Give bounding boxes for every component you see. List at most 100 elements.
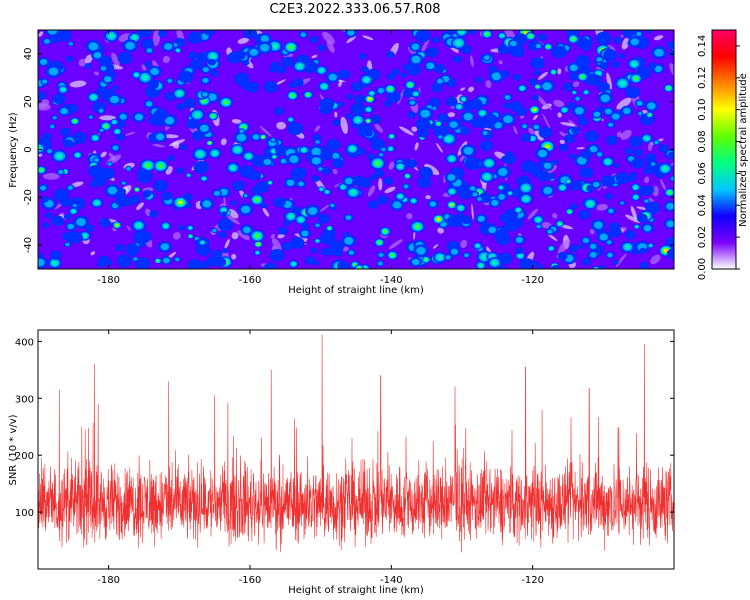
- heatmap-blob: [283, 41, 299, 54]
- heatmap-streak: [237, 230, 250, 241]
- heatmap-blob: [532, 214, 544, 225]
- heatmap-blob: [595, 31, 612, 45]
- heatmap-blob: [258, 33, 272, 45]
- heatmap-blob: [409, 41, 422, 52]
- heatmap-blob: [135, 230, 152, 244]
- heatmap-blob: [641, 223, 654, 234]
- heatmap-blob: [644, 30, 652, 34]
- heatmap-blob: [595, 150, 604, 158]
- heatmap-blob: [419, 166, 433, 179]
- heatmap-streak: [384, 186, 396, 194]
- heatmap-blob: [450, 36, 467, 50]
- heatmap-streak: [78, 58, 87, 67]
- heatmap-blob: [186, 118, 199, 129]
- heatmap-streak: [231, 232, 239, 240]
- heatmap-blob: [594, 55, 604, 64]
- heatmap-blob: [462, 251, 471, 259]
- heatmap-blob: [283, 219, 291, 226]
- heatmap-blob: [386, 145, 395, 153]
- heatmap-blob: [255, 181, 270, 193]
- heatmap-blob: [351, 81, 363, 92]
- heatmap-streak: [557, 68, 562, 75]
- heatmap-blob: [520, 258, 535, 269]
- heatmap-blob: [543, 43, 553, 51]
- heatmap-blob: [52, 93, 66, 105]
- heatmap-blob: [290, 167, 306, 180]
- heatmap-streak: [271, 237, 282, 252]
- heatmap-blob: [264, 81, 273, 89]
- heatmap-blob: [461, 216, 472, 225]
- heatmap-blob: [269, 249, 285, 262]
- heatmap-blob: [460, 127, 470, 135]
- heatmap-streak: [536, 94, 547, 107]
- heatmap-blob: [631, 193, 641, 201]
- heatmap-blob: [539, 79, 555, 93]
- heatmap-blob: [618, 53, 626, 59]
- heatmap-blob: [555, 220, 565, 228]
- heatmap-blob: [85, 224, 95, 232]
- heatmap-blob: [601, 156, 615, 168]
- heatmap-blob: [377, 251, 385, 259]
- heatmap-blob: [630, 183, 641, 192]
- heatmap-blob: [312, 134, 322, 142]
- heatmap-blob: [437, 113, 449, 124]
- heatmap-blob: [65, 55, 74, 63]
- heatmap-x-tick-label: -140: [380, 275, 403, 286]
- heatmap-blob: [158, 241, 172, 253]
- heatmap-blob: [394, 161, 407, 172]
- heatmap-blob: [408, 99, 417, 107]
- colorbar-tick-label: 0.06: [697, 162, 708, 184]
- heatmap-blob: [663, 218, 674, 230]
- snr-y-tick-label: 100: [15, 508, 34, 519]
- heatmap-blob: [532, 94, 539, 101]
- heatmap-blob: [611, 61, 620, 69]
- heatmap-blob: [63, 241, 72, 248]
- heatmap-blob: [647, 242, 654, 249]
- heatmap-blob: [652, 139, 661, 146]
- heatmap-streak: [411, 126, 418, 132]
- heatmap-blob: [402, 88, 415, 98]
- heatmap-streak: [576, 147, 585, 150]
- heatmap-blob: [115, 244, 125, 252]
- heatmap-streak: [653, 35, 664, 41]
- heatmap-blob: [582, 89, 590, 96]
- heatmap-blob: [104, 184, 121, 197]
- heatmap-blob: [120, 180, 127, 186]
- heatmap-blob: [644, 100, 659, 112]
- heatmap-blob: [214, 257, 227, 267]
- heatmap-blob: [557, 251, 568, 261]
- heatmap-blob: [38, 165, 47, 175]
- heatmap-blob: [144, 46, 154, 55]
- heatmap-blob: [588, 242, 599, 251]
- heatmap-blob: [629, 136, 643, 148]
- heatmap-blob: [84, 63, 92, 69]
- heatmap-streak: [237, 37, 249, 44]
- heatmap-blob: [217, 218, 233, 232]
- heatmap-blob: [488, 65, 497, 73]
- heatmap-blob: [242, 151, 255, 162]
- heatmap-streak: [342, 246, 349, 252]
- heatmap-blob: [577, 72, 589, 82]
- heatmap-blob: [494, 230, 508, 242]
- heatmap-blob: [115, 195, 129, 207]
- heatmap-blob: [326, 225, 333, 232]
- heatmap-blob: [161, 41, 175, 52]
- heatmap-blob: [415, 118, 431, 131]
- heatmap-blob: [87, 114, 94, 120]
- colorbar-ticks: 0.00 0.02 0.04 0.06 0.08 0.10 0.12 0.14: [697, 35, 740, 280]
- heatmap-blob: [66, 230, 82, 244]
- chart-title: C2E3.2022.333.06.57.R08: [269, 2, 441, 17]
- heatmap-blob: [374, 169, 384, 178]
- heatmap-blob: [305, 204, 321, 218]
- heatmap-blob: [383, 177, 394, 185]
- heatmap-blob: [466, 30, 477, 35]
- heatmap-blob: [646, 111, 654, 118]
- heatmap-blob: [117, 52, 133, 65]
- heatmap-streak: [277, 233, 285, 239]
- heatmap-streak: [162, 55, 171, 64]
- heatmap-streak: [437, 227, 444, 234]
- heatmap-streak: [108, 152, 116, 161]
- heatmap-blob: [57, 105, 71, 117]
- heatmap-blob: [203, 30, 215, 36]
- heatmap-blob: [400, 72, 408, 78]
